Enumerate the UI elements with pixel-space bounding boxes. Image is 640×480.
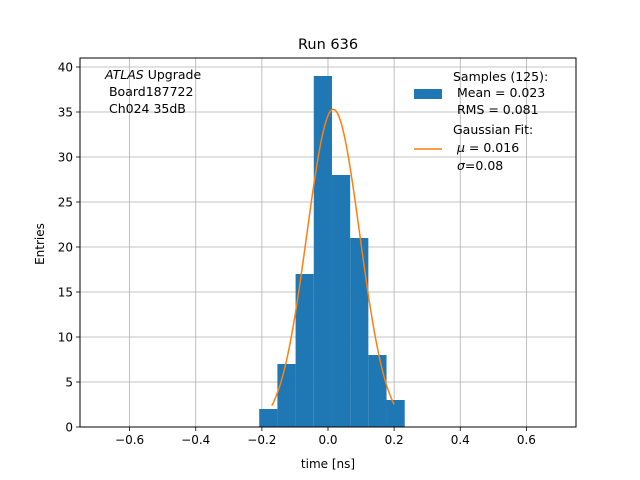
histogram-bars [259, 76, 405, 427]
annotation-upgrade: Upgrade [144, 67, 202, 82]
legend-sigma-value: =0.08 [465, 158, 503, 173]
y-tick-label: 30 [58, 151, 73, 165]
y-tick-label: 15 [58, 286, 73, 300]
chart-title: Run 636 [298, 37, 358, 53]
legend-samples-mean: Mean = 0.023 [453, 85, 545, 100]
legend-samples-rms: RMS = 0.081 [453, 102, 539, 117]
legend-mu-value: = 0.016 [465, 140, 519, 155]
y-axis-label: Entries [33, 223, 47, 265]
legend-mu-symbol: μ [456, 140, 465, 155]
x-tick-label: −0.6 [115, 433, 144, 447]
annotation-line-2: Board187722 [105, 84, 193, 99]
histogram-bar [259, 409, 278, 427]
histogram-bar [350, 238, 369, 427]
annotation-line-3: Ch024 35dB [105, 101, 186, 116]
y-tick-label: 10 [58, 331, 73, 345]
y-tick-label: 5 [65, 376, 73, 390]
y-axis-ticks: 0 5 10 15 20 25 30 35 40 [58, 61, 80, 435]
x-axis-label: time [ns] [301, 457, 355, 471]
x-tick-label: −0.2 [247, 433, 276, 447]
histogram-bar [368, 355, 387, 427]
x-tick-label: 0.0 [318, 433, 337, 447]
annotation-atlas: ATLAS [104, 67, 144, 82]
y-tick-label: 35 [58, 106, 73, 120]
annotation-line-1: ATLAS Upgrade [104, 67, 201, 82]
histogram-bar [277, 364, 296, 427]
y-tick-label: 0 [65, 421, 73, 435]
histogram-bar [331, 175, 351, 427]
y-tick-label: 40 [58, 61, 73, 75]
legend: Samples (125): Mean = 0.023 RMS = 0.081 … [414, 69, 548, 173]
legend-samples-title: Samples (125): [453, 69, 548, 84]
y-tick-label: 20 [58, 241, 73, 255]
x-axis-ticks: −0.6 −0.4 −0.2 0.0 0.2 0.4 0.6 [115, 427, 536, 447]
x-tick-label: 0.2 [385, 433, 404, 447]
atlas-annotation: ATLAS Upgrade Board187722 Ch024 35dB [104, 67, 201, 116]
legend-samples-swatch [414, 89, 442, 99]
histogram-bar [313, 76, 332, 427]
histogram-bar [386, 400, 405, 427]
gaussian-fit-curve [271, 108, 395, 407]
legend-sigma-symbol: σ [457, 158, 466, 173]
y-tick-label: 25 [58, 196, 73, 210]
legend-fit-sigma: σ=0.08 [453, 158, 503, 173]
histogram-bar [295, 274, 314, 427]
legend-fit-mu: μ = 0.016 [453, 140, 519, 155]
x-tick-label: 0.6 [517, 433, 536, 447]
x-tick-label: 0.4 [451, 433, 470, 447]
legend-fit-title: Gaussian Fit: [453, 122, 533, 137]
x-tick-label: −0.4 [181, 433, 210, 447]
